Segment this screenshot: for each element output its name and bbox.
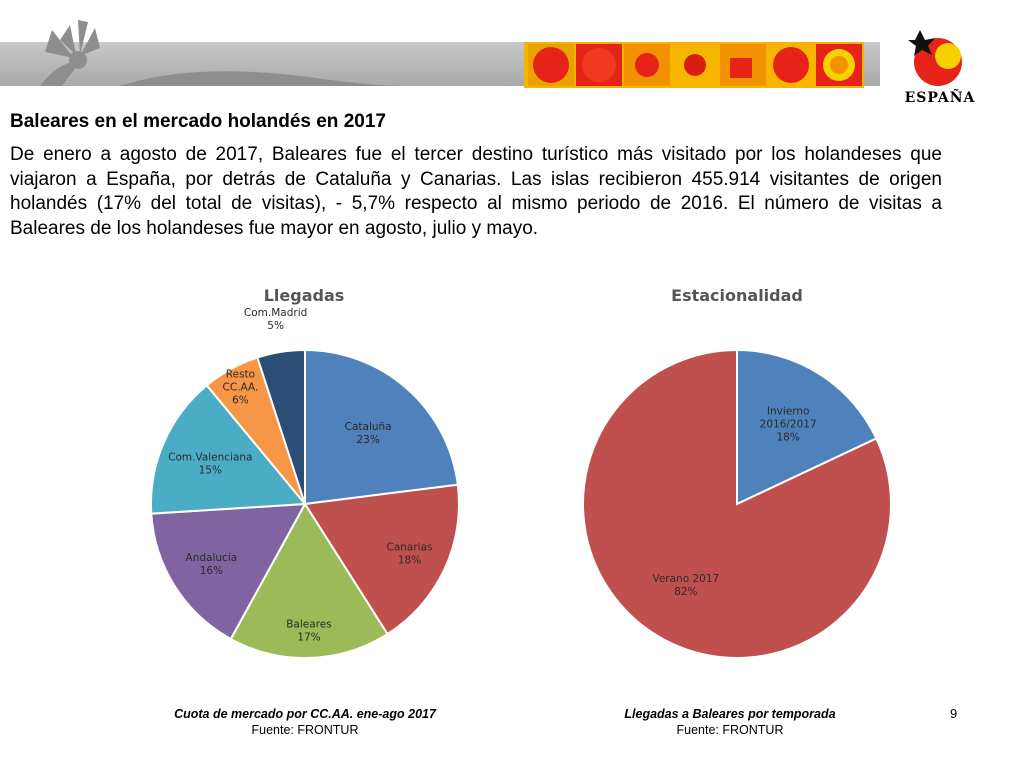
header-banner: [0, 20, 962, 88]
slice-value-com-valenciana: 15%: [199, 465, 222, 477]
slice-label-andalucia-0: Andalucía: [186, 552, 238, 564]
slice-label-baleares-0: Baleares: [286, 619, 331, 631]
caption-left: Cuota de mercado por CC.AA. ene-ago 2017…: [140, 706, 470, 738]
caption-right-title: Llegadas a Baleares por temporada: [624, 707, 836, 721]
caption-right: Llegadas a Baleares por temporada Fuente…: [590, 706, 870, 738]
page-number: 9: [950, 706, 958, 721]
pie-slice-invierno-2016-2017: [736, 348, 878, 506]
slice-value-cataluna: 23%: [356, 434, 379, 446]
slice-value-andalucia: 16%: [200, 565, 223, 577]
slice-value-resto-cc-aa: 6%: [232, 395, 249, 407]
pie-slice-canarias: [303, 483, 460, 636]
logo-text: ESPAÑA: [904, 90, 976, 106]
slice-label-verano-2017-0: Verano 2017: [652, 573, 719, 585]
pie-slice-andalucia: [150, 502, 307, 641]
slice-label-resto-cc-aa-1: CC.AA.: [223, 382, 259, 394]
slide-paragraph: De enero a agosto de 2017, Baleares fue …: [10, 144, 942, 239]
pie-slice-cataluna: [304, 348, 459, 506]
caption-left-source: Fuente: FRONTUR: [251, 723, 359, 737]
slice-value-verano-2017: 82%: [674, 586, 697, 598]
caption-left-title: Cuota de mercado por CC.AA. ene-ago 2017: [174, 707, 436, 721]
slice-label-com-valenciana-0: Com.Valenciana: [168, 452, 252, 464]
pie-slice-com-valenciana: [150, 383, 308, 515]
slice-value-canarias: 18%: [398, 555, 421, 567]
pie-slice-com-madrid: [256, 348, 306, 505]
slice-value-invierno-2016-2017: 18%: [776, 431, 799, 443]
palm-decoration: [40, 20, 400, 86]
caption-right-source: Fuente: FRONTUR: [676, 723, 784, 737]
slice-label-resto-cc-aa-0: Resto: [226, 369, 255, 381]
slice-label-invierno-2016-2017-0: Invierno: [767, 405, 810, 417]
slice-label-canarias-0: Canarias: [387, 542, 433, 554]
slice-value-baleares: 17%: [297, 632, 320, 644]
slice-label-invierno-2016-2017-1: 2016/2017: [760, 418, 817, 430]
slice-label-cataluna-0: Cataluña: [345, 421, 392, 433]
espana-logo: [908, 30, 962, 86]
chart-title-estacionalidad: Estacionalidad: [671, 286, 803, 305]
slice-label-com-madrid-0: Com.Madrid: [244, 307, 307, 319]
pie-slice-baleares: [229, 502, 389, 659]
chart-title-llegadas: Llegadas: [263, 286, 345, 305]
slide-heading: Baleares en el mercado holandés en 2017: [10, 111, 386, 132]
slice-value-com-madrid: 5%: [267, 320, 284, 332]
pie-slice-verano-2017: [582, 348, 892, 659]
tile-strip: [524, 42, 864, 88]
